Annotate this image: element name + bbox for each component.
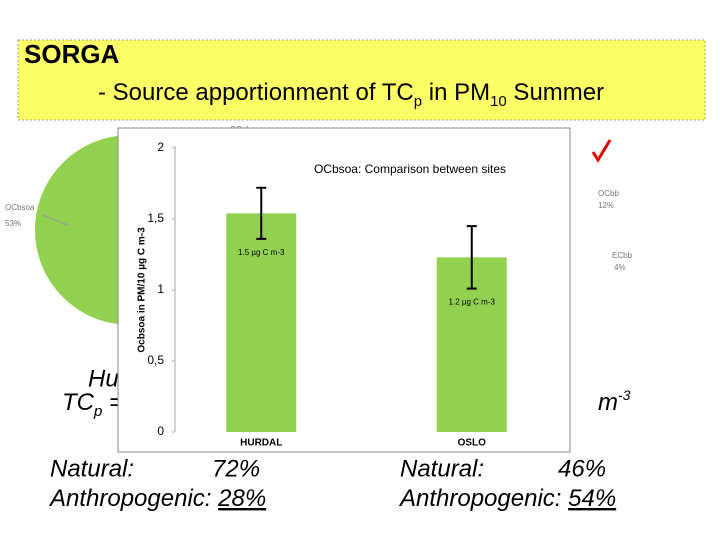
check-mark: [591, 139, 612, 163]
pie-label: OCbb: [598, 189, 619, 198]
pie-label: 4%: [614, 263, 626, 272]
natural-pct: 72%: [212, 455, 260, 482]
value-label: 1.2 µg C m-3: [449, 298, 496, 307]
text: m: [598, 389, 618, 416]
pie-slice: [35, 135, 130, 325]
text: Anthropogenic:: [48, 485, 218, 512]
leader-line: [41, 214, 69, 226]
anthro-label: Anthropogenic: 28%: [48, 485, 266, 512]
text: 28%: [217, 485, 266, 512]
text: - Source apportionment of TC: [98, 79, 414, 106]
y-tick-label: 0,5: [147, 353, 164, 367]
chart-title: OCbsoa: Comparison between sites: [314, 162, 506, 176]
pie-label: ECbb: [612, 251, 633, 260]
y-tick-label: 1,5: [147, 211, 164, 225]
natural-label: Natural:: [50, 455, 134, 482]
y-tick-label: 2: [157, 140, 164, 154]
x-tick-label: HURDAL: [240, 438, 282, 449]
subscript: 10: [490, 93, 507, 110]
slide-subtitle: - Source apportionment of TCp in PM10 Su…: [98, 79, 604, 110]
y-tick-label: 0: [157, 424, 164, 438]
slide-title: SORGA: [24, 39, 120, 69]
unit-label: m-3: [598, 387, 631, 417]
pie-label: 12%: [598, 201, 614, 210]
subscript: p: [93, 403, 102, 420]
y-axis-title: Ocbsoa in PM/10 µg C m-3: [137, 227, 148, 353]
text: 54%: [568, 485, 616, 512]
title-box: [17, 39, 706, 121]
natural-label: Natural:: [400, 455, 484, 482]
anthro-label: Anthropogenic: 54%: [398, 485, 616, 512]
text: TC: [62, 389, 95, 416]
pie-label: 53%: [5, 219, 21, 228]
y-tick-label: 1: [157, 282, 164, 296]
x-tick-label: OSLO: [458, 438, 487, 449]
text: in PM: [422, 79, 490, 106]
subscript: p: [414, 93, 422, 110]
pie-label: OCbsoa: [5, 203, 35, 212]
superscript: -3: [618, 387, 631, 403]
text: Anthropogenic:: [398, 485, 568, 512]
text: Summer: [507, 79, 604, 106]
value-label: 1.5 µg C m-3: [238, 248, 285, 257]
bar: [226, 213, 297, 432]
natural-pct: 46%: [558, 455, 606, 482]
